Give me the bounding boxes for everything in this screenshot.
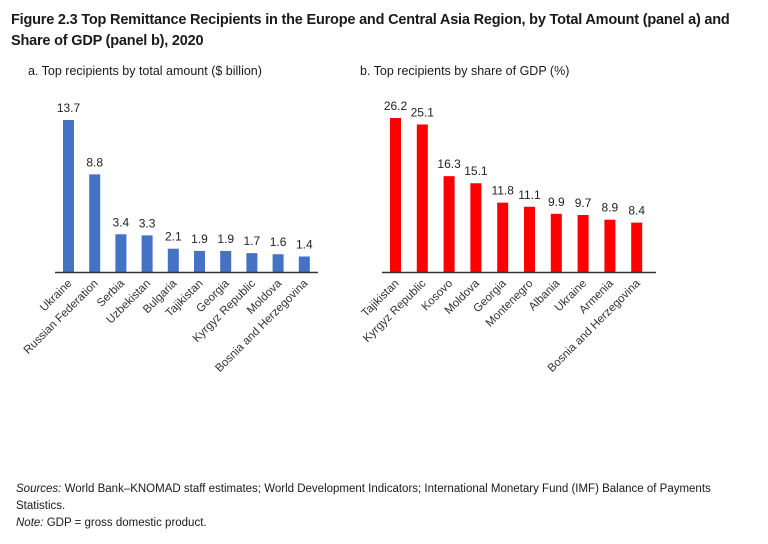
data-label-b-10: 8.4 bbox=[628, 204, 645, 218]
bar-b-7 bbox=[550, 213, 562, 272]
data-label-b-3: 16.3 bbox=[437, 157, 461, 171]
data-label-b-5: 11.8 bbox=[491, 184, 514, 198]
bar-b-9 bbox=[604, 219, 616, 272]
data-label-b-7: 9.9 bbox=[548, 195, 565, 209]
data-label-a-7: 1.9 bbox=[217, 232, 234, 246]
note-label: Note: bbox=[16, 517, 44, 529]
bar-a-8 bbox=[246, 253, 258, 272]
data-label-a-2: 8.8 bbox=[86, 155, 103, 169]
bar-b-1 bbox=[390, 118, 401, 272]
note-text: GDP = gross domestic product. bbox=[43, 517, 207, 529]
bar-b-6 bbox=[524, 206, 535, 272]
data-label-b-1: 26.2 bbox=[384, 99, 408, 113]
data-label-b-8: 9.7 bbox=[575, 196, 592, 210]
bar-a-3 bbox=[115, 234, 127, 272]
bar-b-4 bbox=[470, 183, 482, 272]
bar-a-2 bbox=[89, 174, 101, 272]
bar-b-5 bbox=[497, 202, 509, 272]
data-label-b-9: 8.9 bbox=[602, 201, 619, 215]
bar-b-3 bbox=[443, 176, 455, 272]
bar-b-10 bbox=[631, 222, 643, 272]
sources-label: Sources: bbox=[16, 483, 62, 495]
data-label-b-6: 11.1 bbox=[518, 188, 541, 202]
data-label-a-9: 1.6 bbox=[270, 235, 287, 249]
data-label-a-1: 13.7 bbox=[57, 101, 81, 115]
panel-a-title: a. Top recipients by total amount ($ bil… bbox=[28, 64, 262, 78]
figure-title: Figure 2.3 Top Remittance Recipients in … bbox=[11, 12, 730, 49]
sources-note: Sources: World Bank–KNOMAD staff estimat… bbox=[16, 481, 756, 515]
bar-a-1 bbox=[63, 120, 74, 272]
data-label-a-6: 1.9 bbox=[191, 232, 208, 246]
bar-a-10 bbox=[298, 256, 310, 272]
data-label-a-5: 2.1 bbox=[165, 230, 182, 244]
bar-b-8 bbox=[577, 214, 589, 272]
gdp-note: Note: GDP = gross domestic product. bbox=[16, 515, 756, 532]
bar-a-6 bbox=[194, 250, 205, 272]
data-label-a-3: 3.4 bbox=[113, 215, 130, 229]
data-label-a-8: 1.7 bbox=[244, 234, 261, 248]
bar-b-2 bbox=[416, 124, 428, 272]
data-label-a-10: 1.4 bbox=[296, 237, 313, 251]
data-label-b-4: 15.1 bbox=[464, 164, 488, 178]
sources-text: World Bank–KNOMAD staff estimates; World… bbox=[16, 483, 711, 512]
data-label-b-2: 25.1 bbox=[411, 105, 435, 119]
bar-a-9 bbox=[272, 254, 284, 272]
panel-b-title: b. Top recipients by share of GDP (%) bbox=[360, 64, 570, 78]
data-label-a-4: 3.3 bbox=[139, 216, 156, 230]
bar-a-4 bbox=[141, 235, 153, 272]
bar-a-7 bbox=[220, 250, 232, 272]
bar-a-5 bbox=[167, 248, 179, 272]
